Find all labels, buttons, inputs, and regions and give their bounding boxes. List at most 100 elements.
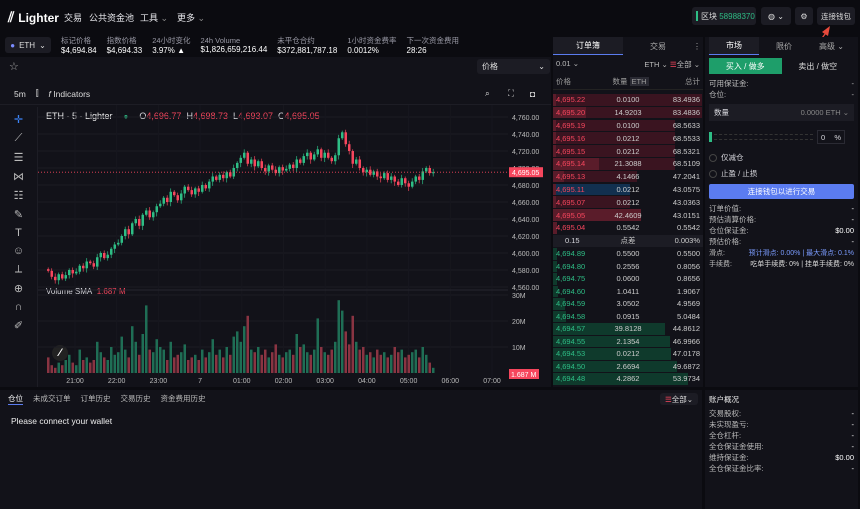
volume-bar <box>218 349 221 373</box>
camera-icon[interactable]: ◘ <box>530 88 536 99</box>
volume-bar <box>253 352 256 373</box>
tpsl-checkbox[interactable]: 止盈 / 止损 <box>709 168 854 179</box>
ask-row[interactable]: 4,695.07 0.0212 43.0363 <box>553 196 703 209</box>
horizontal-lines-icon[interactable]: ☰ <box>13 152 24 164</box>
bid-row[interactable]: 4,694.53 0.0212 47.0178 <box>553 348 703 360</box>
ask-row[interactable]: 4,695.14 21.3088 68.5109 <box>553 158 703 170</box>
bid-row[interactable]: 4,694.59 3.0502 4.9569 <box>553 298 703 310</box>
unit-select[interactable]: ETH ⌄ <box>644 60 668 69</box>
volume-bar <box>169 341 172 373</box>
ask-row[interactable]: 4,695.13 4.1466 47.2041 <box>553 170 703 183</box>
candle <box>54 276 57 281</box>
star-icon[interactable]: ☆ <box>9 61 19 73</box>
connect-wallet-button[interactable]: 连接钱包 <box>817 7 855 25</box>
positions-filter[interactable]: ☰ 全部 ⌄ <box>660 393 698 405</box>
order-info-row: 订单价值: - <box>709 204 854 213</box>
volume-bar <box>414 349 417 373</box>
y-tick-label: 4,740.00 <box>512 132 539 139</box>
bid-row[interactable]: 4,694.75 0.0600 0.8656 <box>553 273 703 285</box>
candle <box>236 162 239 168</box>
filter-select[interactable]: ☰全部 ⌄ <box>669 60 700 69</box>
fullscreen-icon[interactable]: ⛶ <box>508 88 514 98</box>
logo[interactable]: ⫽ Lighter <box>8 9 59 25</box>
trend-line-icon[interactable]: ⟋ <box>14 132 23 144</box>
bid-row[interactable]: 4,694.55 2.1354 46.9966 <box>553 335 703 348</box>
nav-tools[interactable]: 工具 ⌄ <box>140 13 169 23</box>
bid-row[interactable]: 4,694.48 4.2862 53.9734 <box>553 373 703 385</box>
reduce-only-checkbox[interactable]: 仅减仓 <box>709 152 854 163</box>
price-chart[interactable]: 4,760.004,740.004,720.004,700.004,680.00… <box>38 105 551 387</box>
ask-row[interactable]: 4,695.11 0.0212 43.0575 <box>553 183 703 196</box>
price-type-select[interactable]: 价格 ⌄ <box>477 59 550 74</box>
buy-long-button[interactable]: 买入 / 做多 <box>709 58 782 74</box>
volume-bar <box>302 344 305 373</box>
slider-handle[interactable] <box>709 132 712 142</box>
emoji-icon[interactable]: ☺ <box>12 245 25 257</box>
nav-pool[interactable]: 公共资金池 <box>89 13 135 23</box>
candle <box>78 265 81 272</box>
lock-draw-icon[interactable]: ✐ <box>13 320 24 332</box>
tick-size-select[interactable]: 0.01 ⌄ <box>556 59 579 68</box>
volume-bar <box>425 354 428 373</box>
tab-bottom-2[interactable]: 订单历史 <box>80 394 111 403</box>
max-slippage-button[interactable]: 最大滑点: 0.1% <box>806 249 854 257</box>
zoom-in-icon[interactable]: ⊕ <box>13 283 24 295</box>
ask-row[interactable]: 4,695.22 0.0100 83.4936 <box>553 94 703 106</box>
quantity-input[interactable]: 数量 0.0000 ETH ⌄ <box>709 104 854 121</box>
candle <box>197 188 200 192</box>
bid-row[interactable]: 4,694.57 39.8128 44.8612 <box>553 323 703 335</box>
ask-row[interactable]: 4,695.15 0.0212 68.5321 <box>553 145 703 157</box>
volume-bar <box>47 357 50 373</box>
bid-row[interactable]: 4,694.50 2.6694 49.6872 <box>553 360 703 373</box>
language-button[interactable]: ◍ ⌄ <box>761 7 791 25</box>
more-icon[interactable]: ⋮ <box>693 41 701 51</box>
candle-type-icon[interactable]: ⫿ <box>35 88 39 98</box>
candle <box>71 270 74 274</box>
bid-row[interactable]: 4,694.58 0.0915 5.0484 <box>553 310 703 323</box>
magnet-icon[interactable]: ∩ <box>14 301 23 313</box>
brush-icon[interactable]: ✎ <box>13 209 24 221</box>
bid-row[interactable]: 4,694.89 0.5500 0.5500 <box>553 248 703 260</box>
bid-row[interactable]: 4,694.80 0.2556 0.8056 <box>553 260 703 273</box>
nav-trade[interactable]: 交易 <box>64 13 83 23</box>
volume-bar <box>124 349 127 373</box>
market-selector[interactable]: ● ETH ⌄ <box>5 37 51 53</box>
bid-row[interactable]: 4,694.60 1.0411 1.9067 <box>553 285 703 298</box>
text-icon[interactable]: T <box>15 227 22 239</box>
tab-bottom-4[interactable]: 资金费用历史 <box>160 394 206 403</box>
ask-row[interactable]: 4,695.16 0.0212 68.5533 <box>553 132 703 145</box>
tab-advanced[interactable]: 高级 ⌄ <box>819 41 844 51</box>
ask-row[interactable]: 4,695.19 0.0100 68.5633 <box>553 119 703 132</box>
fib-icon[interactable]: ☷ <box>13 190 24 202</box>
volume-bar <box>96 341 99 373</box>
quantity-slider[interactable] <box>709 132 813 142</box>
connect-to-trade-button[interactable]: 连接钱包以进行交易 <box>709 184 854 199</box>
ask-row[interactable]: 4,695.20 14.9203 83.4836 <box>553 106 703 119</box>
x-tick-label: 05:00 <box>400 378 418 385</box>
ruler-icon[interactable]: ⟂ <box>14 263 23 275</box>
candle <box>131 223 134 235</box>
tab-limit[interactable]: 限价 <box>776 41 792 51</box>
search-icon[interactable]: ⌕ <box>485 88 490 98</box>
tab-bottom-1[interactable]: 未成交订单 <box>33 394 71 403</box>
nav-more[interactable]: 更多 ⌄ <box>177 13 206 23</box>
tab-bottom-3[interactable]: 交易历史 <box>120 394 151 403</box>
ask-row[interactable]: 4,695.05 42.4609 43.0151 <box>553 209 703 221</box>
settings-button[interactable]: ⚙ <box>795 7 813 25</box>
crosshair-icon[interactable]: ✛ <box>13 114 24 126</box>
candle <box>278 167 281 174</box>
unit-toggle[interactable]: ETH <box>629 77 649 86</box>
ask-row[interactable]: 4,695.04 0.5542 0.5542 <box>553 222 703 234</box>
pattern-icon[interactable]: ⋈ <box>13 171 24 183</box>
percent-input[interactable]: 0% <box>817 130 845 144</box>
interval-button[interactable]: 5m <box>14 88 26 99</box>
volume-bar <box>351 315 354 373</box>
indicators-button[interactable]: f Indicators <box>48 88 91 99</box>
tab-market[interactable]: 市场 <box>709 37 759 55</box>
sell-short-button[interactable]: 卖出 / 做空 <box>798 61 838 71</box>
candle <box>302 156 305 163</box>
tab-bottom-0[interactable]: 仓位 <box>8 393 23 405</box>
tab-orderbook[interactable]: 订单簿 <box>553 37 623 55</box>
tab-trades[interactable]: 交易 <box>650 41 666 51</box>
account-row: 维持保证金: $0.00 <box>709 453 854 462</box>
